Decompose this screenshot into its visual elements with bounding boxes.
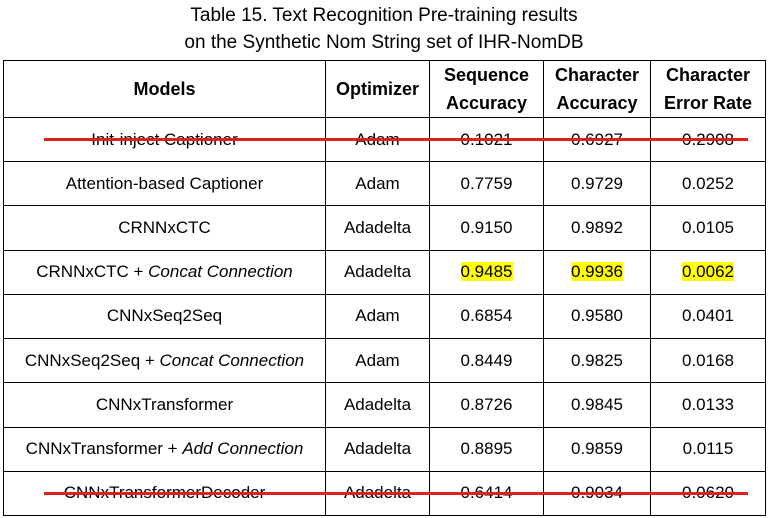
header-optimizer: Optimizer: [325, 60, 430, 118]
cell-character-error-rate-value: 0.0168: [682, 350, 734, 370]
table-row: CNNxTransformer + Add Connection Adadelta…: [3, 426, 766, 472]
cell-character-error-rate-value: 0.0133: [682, 394, 734, 414]
cell-sequence-accuracy: 0.8449: [429, 338, 544, 384]
table-row: CRNNxCTC Adadelta 0.9150 0.9892 0.0105: [3, 205, 766, 251]
cell-character-error-rate-value: 0.0115: [682, 439, 734, 459]
header-sequence-accuracy: Sequence Accuracy: [429, 60, 544, 118]
cell-character-accuracy-value: 0.9729: [571, 173, 623, 193]
cell-character-error-rate: 0.0168: [650, 338, 766, 384]
cell-character-error-rate-value: 0.0252: [682, 173, 734, 193]
model-name: Attention-based Captioner: [65, 173, 264, 193]
table-row: CNNxTransformer Adadelta 0.8726 0.9845 0.013…: [3, 382, 766, 428]
cell-character-accuracy-value: 0.9580: [571, 306, 623, 326]
caption-line-2: on the Synthetic Nom String set of IHR-N…: [184, 32, 584, 53]
cell-character-error-rate: 0.0401: [650, 293, 766, 340]
cell-character-error-rate: 0.0105: [650, 205, 766, 251]
cell-optimizer-value: Adam: [355, 173, 400, 193]
cell-character-accuracy: 0.9729: [543, 161, 651, 207]
cell-character-accuracy-value: 0.9859: [571, 439, 623, 459]
cell-optimizer: Adam: [325, 338, 430, 384]
header-character-accuracy: Character Accuracy: [543, 60, 651, 118]
model-name: CNNxSeq2Seq: [106, 306, 223, 326]
cell-optimizer-value: Adadelta: [343, 394, 412, 414]
cell-optimizer: Adam: [325, 293, 430, 340]
cell-sequence-accuracy-value: 0.8726: [460, 394, 513, 414]
cell-sequence-accuracy: 0.9485: [429, 249, 544, 295]
cell-optimizer: Adadelta: [325, 382, 430, 428]
cell-character-accuracy-value: 0.9936: [571, 262, 623, 282]
cell-character-accuracy: 0.9892: [543, 205, 651, 251]
table-row: Attention-based Captioner Adam 0.7759 0.972…: [3, 161, 766, 207]
cell-character-error-rate-value: 0.0105: [682, 218, 734, 238]
cell-model: CRNNxCTC + Concat Connection: [3, 249, 326, 295]
table-body: Init-inject Captioner Adam 0.1021 0.6927 0.2…: [3, 116, 766, 517]
cell-sequence-accuracy: 0.8895: [429, 426, 544, 472]
cell-model: CNNxSeq2Seq: [3, 293, 326, 340]
cell-character-error-rate-value: 0.0401: [682, 306, 734, 326]
header-character-error-rate: Character Error Rate: [650, 60, 766, 118]
results-table: Models Optimizer Sequence Accuracy Charac…: [3, 60, 766, 517]
cell-character-accuracy-value: 0.9892: [571, 218, 623, 238]
table-caption: Table 15. Text Recognition Pre-training …: [0, 2, 768, 56]
cell-model: CNNxTransformer: [3, 382, 326, 428]
cell-model: CNNxSeq2Seq + Concat Connection: [3, 338, 326, 384]
header-row: Models Optimizer Sequence Accuracy Charac…: [3, 60, 766, 118]
cell-sequence-accuracy-value: 0.7759: [460, 173, 513, 193]
model-connection: Concat Connection: [148, 262, 293, 282]
model-name: CRNNxCTC +: [36, 262, 149, 282]
cell-character-error-rate: 0.0252: [650, 161, 766, 207]
cell-optimizer-value: Adadelta: [343, 262, 412, 282]
cell-character-accuracy-value: 0.9825: [571, 350, 623, 370]
header-models: Models: [3, 60, 326, 118]
cell-sequence-accuracy: 0.6854: [429, 293, 544, 340]
cell-optimizer-value: Adam: [355, 306, 400, 326]
cell-character-accuracy: 0.9845: [543, 382, 651, 428]
strike-through-line: [44, 492, 748, 495]
cell-model: Attention-based Captioner: [3, 161, 326, 207]
cell-optimizer: Adadelta: [325, 205, 430, 251]
cell-optimizer-value: Adadelta: [343, 439, 412, 459]
cell-sequence-accuracy-value: 0.9485: [460, 262, 513, 282]
cell-sequence-accuracy-value: 0.8895: [460, 439, 513, 459]
cell-optimizer: Adam: [325, 161, 430, 207]
model-name: CRNNxCTC: [118, 218, 211, 238]
cell-sequence-accuracy-value: 0.6854: [460, 306, 513, 326]
cell-character-accuracy: 0.9825: [543, 338, 651, 384]
cell-sequence-accuracy-value: 0.9150: [460, 218, 513, 238]
cell-model: CNNxTransformer + Add Connection: [3, 426, 326, 472]
strike-through-line: [44, 138, 748, 141]
cell-model: CRNNxCTC: [3, 205, 326, 251]
table-row: CNNxSeq2Seq + Concat Connection Adam 0.844…: [3, 338, 766, 384]
model-name: CNNxTransformer: [95, 394, 234, 414]
cell-character-accuracy-value: 0.9845: [571, 394, 623, 414]
cell-character-error-rate: 0.0133: [650, 382, 766, 428]
cell-sequence-accuracy: 0.8726: [429, 382, 544, 428]
cell-character-accuracy: 0.9936: [543, 249, 651, 295]
cell-sequence-accuracy: 0.9150: [429, 205, 544, 251]
cell-sequence-accuracy-value: 0.8449: [460, 350, 513, 370]
cell-optimizer: Adadelta: [325, 249, 430, 295]
model-name: CNNxTransformer +: [25, 439, 183, 459]
model-connection: Concat Connection: [159, 350, 305, 370]
table-row: CNNxSeq2Seq Adam 0.6854 0.9580 0.0401: [3, 293, 766, 340]
cell-character-accuracy: 0.9859: [543, 426, 651, 472]
cell-sequence-accuracy: 0.7759: [429, 161, 544, 207]
cell-character-error-rate: 0.0062: [650, 249, 766, 295]
model-connection: Add Connection: [182, 439, 304, 459]
cell-optimizer-value: Adam: [355, 350, 400, 370]
cell-optimizer-value: Adadelta: [343, 218, 412, 238]
cell-character-error-rate-value: 0.0062: [682, 262, 734, 282]
caption-line-1: Table 15. Text Recognition Pre-training …: [190, 5, 578, 26]
table-row: CRNNxCTC + Concat Connection Adadelta 0.94…: [3, 249, 766, 295]
model-name: CNNxSeq2Seq +: [24, 350, 160, 370]
cell-optimizer: Adadelta: [325, 426, 430, 472]
cell-character-accuracy: 0.9580: [543, 293, 651, 340]
cell-character-error-rate: 0.0115: [650, 426, 766, 472]
